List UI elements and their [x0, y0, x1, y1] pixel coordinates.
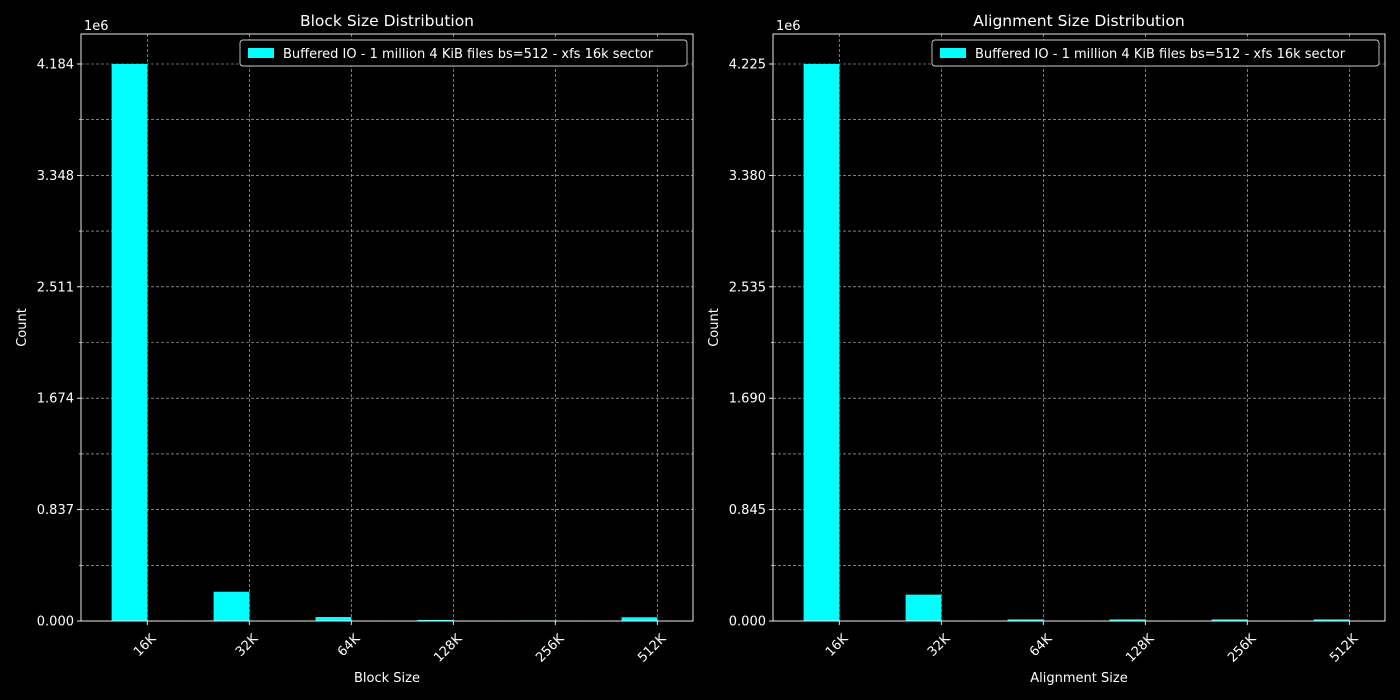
y-tick-label: 3.380 — [729, 169, 766, 184]
x-tick-label: 512K — [635, 631, 670, 666]
x-tick-label: 512K — [1327, 631, 1362, 666]
legend-swatch — [940, 48, 966, 58]
bar-64K — [315, 617, 352, 621]
y-multiplier: 1e6 — [84, 19, 109, 34]
x-tick-label: 16K — [823, 631, 852, 660]
x-axis-label: Block Size — [354, 671, 420, 686]
x-tick-label: 256K — [1225, 631, 1260, 666]
y-tick-label: 0.837 — [37, 503, 74, 518]
y-tick-label: 0.845 — [729, 503, 766, 518]
legend-swatch — [248, 48, 274, 58]
chart-panel-1: 0.000 0.837 1.674 2.511 3.348 4.184 16K 32K 64K 1… — [15, 12, 694, 686]
bar-128K — [1109, 619, 1146, 621]
chart-panel-2: 0.000 0.845 1.690 2.535 3.380 4.225 16K 32K 64K 1… — [707, 12, 1386, 686]
x-tick-label: 64K — [1027, 631, 1056, 660]
legend-box — [931, 39, 1380, 67]
x-tick-label: 32K — [925, 631, 954, 660]
legend-box — [239, 39, 688, 67]
bar-512K — [1313, 619, 1350, 621]
y-axis-label: Count — [707, 308, 722, 347]
x-tick-label: 16K — [131, 631, 160, 660]
axes-frame — [772, 33, 1386, 622]
bar-32K — [213, 591, 250, 621]
chart-title: Block Size Distribution — [300, 12, 474, 30]
grid-lines — [773, 34, 1385, 622]
bar-128K — [417, 619, 454, 621]
y-tick-label: 2.535 — [729, 280, 766, 295]
legend: Buffered IO - 1 million 4 KiB files bs=5… — [931, 39, 1380, 67]
y-tick-label: 0.000 — [37, 615, 74, 630]
x-axis-label: Alignment Size — [1030, 671, 1127, 686]
x-tick-label: 128K — [1123, 631, 1158, 666]
grid-lines — [81, 34, 693, 622]
legend-label: Buffered IO - 1 million 4 KiB files bs=5… — [283, 47, 654, 62]
x-tick-label: 256K — [533, 631, 568, 666]
y-axis-label: Count — [15, 308, 30, 347]
bar-32K — [905, 594, 942, 621]
y-tick-label: 1.690 — [729, 392, 766, 407]
y-tick-label: 3.348 — [37, 169, 74, 184]
bar-16K — [803, 64, 840, 621]
y-tick-label: 1.674 — [37, 392, 74, 407]
legend: Buffered IO - 1 million 4 KiB files bs=5… — [239, 39, 688, 67]
axes-frame — [80, 33, 694, 622]
legend-label: Buffered IO - 1 million 4 KiB files bs=5… — [975, 47, 1346, 62]
bar-16K — [111, 64, 148, 621]
x-tick-label: 32K — [233, 631, 262, 660]
chart-title: Alignment Size Distribution — [973, 12, 1185, 30]
y-tick-label: 2.511 — [37, 280, 74, 295]
y-tick-label: 0.000 — [729, 615, 766, 630]
bar-256K — [1211, 619, 1248, 621]
x-tick-label: 128K — [431, 631, 466, 666]
bar-64K — [1007, 619, 1044, 621]
y-tick-label: 4.225 — [729, 58, 766, 73]
y-tick-label: 4.184 — [37, 58, 74, 73]
x-tick-label: 64K — [335, 631, 364, 660]
bar-512K — [621, 617, 658, 621]
y-multiplier: 1e6 — [776, 19, 801, 34]
